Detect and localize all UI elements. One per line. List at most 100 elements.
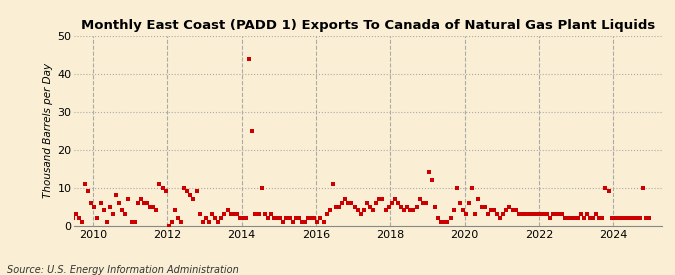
Point xyxy=(532,212,543,216)
Point xyxy=(333,204,344,209)
Point xyxy=(290,216,301,220)
Point xyxy=(294,216,304,220)
Point xyxy=(479,204,490,209)
Point xyxy=(610,216,620,220)
Point xyxy=(76,219,87,224)
Point xyxy=(151,208,162,213)
Point xyxy=(61,216,72,220)
Point xyxy=(430,204,441,209)
Point xyxy=(501,208,512,213)
Point xyxy=(105,204,115,209)
Point xyxy=(272,216,283,220)
Point xyxy=(452,185,462,190)
Point xyxy=(454,200,465,205)
Point xyxy=(182,189,192,194)
Point xyxy=(541,212,552,216)
Point xyxy=(588,216,599,220)
Point xyxy=(86,200,97,205)
Point xyxy=(222,208,233,213)
Point xyxy=(95,200,106,205)
Point xyxy=(340,197,351,201)
Point xyxy=(287,219,298,224)
Point xyxy=(173,216,184,220)
Point xyxy=(628,216,639,220)
Point xyxy=(256,185,267,190)
Point xyxy=(581,212,592,216)
Point xyxy=(306,216,317,220)
Point xyxy=(117,208,128,213)
Point xyxy=(191,189,202,194)
Point xyxy=(641,216,651,220)
Point xyxy=(197,219,208,224)
Point xyxy=(529,212,539,216)
Point xyxy=(68,216,78,220)
Point xyxy=(554,212,564,216)
Point xyxy=(179,185,190,190)
Point xyxy=(176,219,186,224)
Point xyxy=(216,216,227,220)
Point xyxy=(377,197,388,201)
Point xyxy=(327,182,338,186)
Point xyxy=(491,212,502,216)
Point xyxy=(225,212,236,216)
Point xyxy=(92,216,103,220)
Point xyxy=(250,212,261,216)
Point xyxy=(396,204,406,209)
Point xyxy=(600,185,611,190)
Point xyxy=(120,212,131,216)
Point xyxy=(485,208,496,213)
Point xyxy=(188,197,199,201)
Point xyxy=(302,216,313,220)
Point xyxy=(210,216,221,220)
Point xyxy=(393,200,404,205)
Point xyxy=(362,200,373,205)
Point xyxy=(89,204,100,209)
Point xyxy=(442,219,453,224)
Point xyxy=(538,212,549,216)
Point xyxy=(265,212,276,216)
Point xyxy=(399,208,410,213)
Point xyxy=(572,216,583,220)
Point xyxy=(526,212,537,216)
Point xyxy=(228,212,239,216)
Point xyxy=(575,212,586,216)
Point xyxy=(318,219,329,224)
Point xyxy=(423,170,434,175)
Point xyxy=(439,219,450,224)
Point xyxy=(483,212,493,216)
Point xyxy=(144,204,155,209)
Point xyxy=(352,208,363,213)
Point xyxy=(219,212,230,216)
Point xyxy=(331,204,342,209)
Point xyxy=(470,212,481,216)
Point xyxy=(111,193,122,197)
Point xyxy=(535,212,546,216)
Point xyxy=(312,219,323,224)
Point xyxy=(498,212,509,216)
Point xyxy=(380,208,391,213)
Point xyxy=(163,223,174,228)
Point xyxy=(421,200,431,205)
Point xyxy=(606,216,617,220)
Y-axis label: Thousand Barrels per Day: Thousand Barrels per Day xyxy=(43,63,53,198)
Point xyxy=(296,219,307,224)
Point xyxy=(436,219,447,224)
Point xyxy=(315,216,326,220)
Point xyxy=(101,219,112,224)
Point xyxy=(74,216,84,220)
Point xyxy=(427,178,437,182)
Point xyxy=(309,216,320,220)
Point xyxy=(368,208,379,213)
Point xyxy=(157,185,168,190)
Point xyxy=(337,200,348,205)
Point xyxy=(213,219,223,224)
Point xyxy=(300,219,310,224)
Point xyxy=(585,216,595,220)
Point xyxy=(402,204,412,209)
Text: Source: U.S. Energy Information Administration: Source: U.S. Energy Information Administ… xyxy=(7,265,238,275)
Point xyxy=(622,216,632,220)
Point xyxy=(547,212,558,216)
Point xyxy=(126,219,137,224)
Point xyxy=(80,182,90,186)
Point xyxy=(522,212,533,216)
